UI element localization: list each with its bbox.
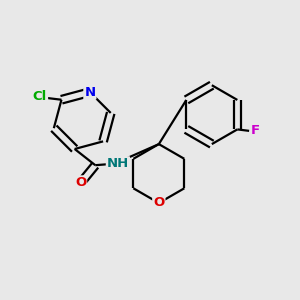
Text: F: F bbox=[251, 124, 260, 137]
Text: NH: NH bbox=[107, 157, 129, 170]
Text: Cl: Cl bbox=[33, 90, 47, 103]
Text: N: N bbox=[84, 85, 95, 99]
Text: O: O bbox=[153, 196, 164, 209]
Text: O: O bbox=[75, 176, 86, 189]
